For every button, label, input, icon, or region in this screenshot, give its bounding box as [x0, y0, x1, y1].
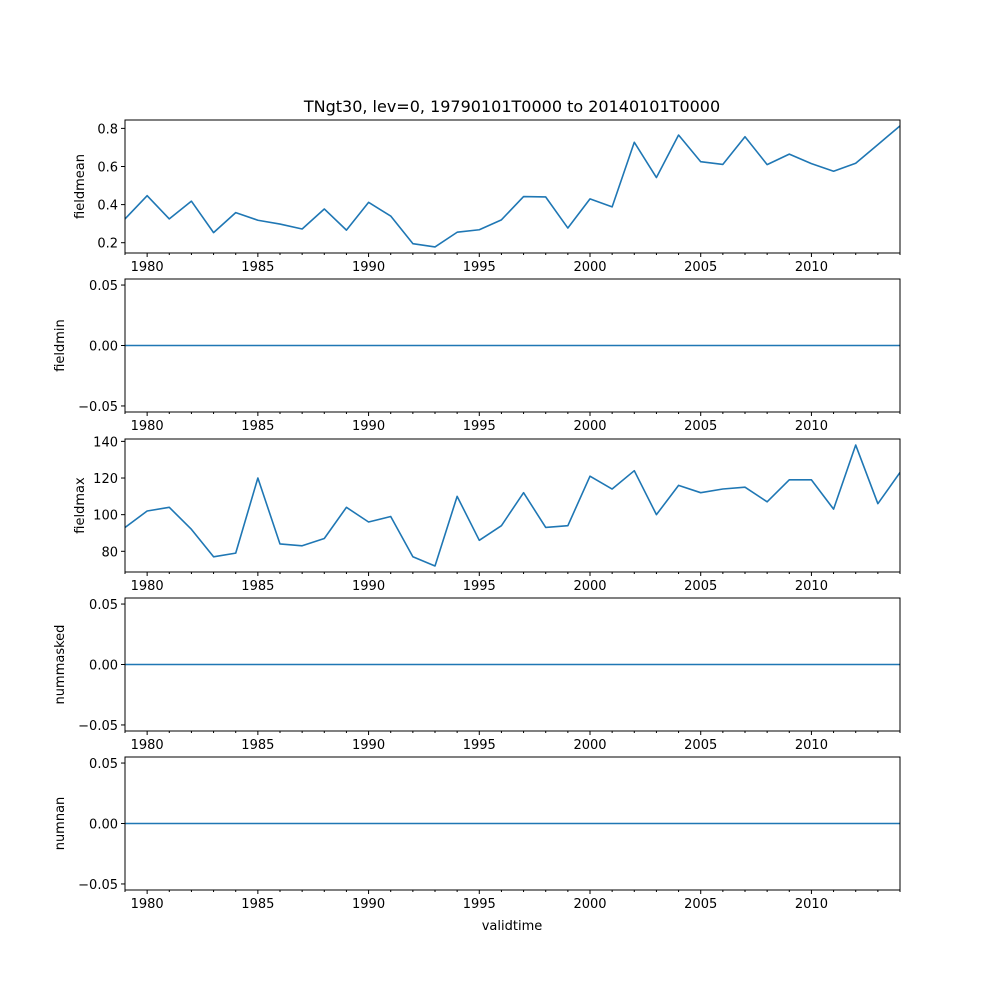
chart-title: TNgt30, lev=0, 19790101T0000 to 20140101…: [303, 97, 720, 116]
y-tick-label: −0.05: [78, 719, 118, 734]
y-tick-label: −0.05: [78, 878, 118, 893]
x-tick-label: 2000: [573, 738, 606, 753]
x-tick-label: 2010: [795, 260, 828, 275]
y-axis-label-numnan: numnan: [53, 797, 68, 851]
x-tick-label: 1980: [131, 738, 164, 753]
x-tick-label: 2000: [573, 419, 606, 434]
x-tick-label: 1995: [463, 579, 496, 594]
plot-frame-nummasked: [124, 597, 901, 732]
y-tick-label: 120: [93, 472, 118, 487]
x-tick-label: 2010: [795, 419, 828, 434]
x-tick-label: 2010: [795, 738, 828, 753]
y-axis-label-nummasked: nummasked: [53, 625, 68, 705]
y-tick-label: 0.05: [89, 279, 118, 294]
x-tick-label: 1990: [352, 897, 385, 912]
x-tick-label: 1990: [352, 579, 385, 594]
x-tick-label: 1990: [352, 738, 385, 753]
x-tick-label: 2005: [684, 897, 717, 912]
y-axis-label-fieldmean: fieldmean: [73, 154, 88, 219]
plot-frame-fieldmean: [124, 119, 901, 254]
plot-frame-fieldmax: [124, 438, 901, 573]
x-tick-label: 1995: [463, 897, 496, 912]
x-tick-label: 1990: [352, 260, 385, 275]
series-line-fieldmax: [125, 444, 900, 567]
x-tick-label: 1985: [241, 897, 274, 912]
x-axis-label: validtime: [482, 919, 543, 934]
x-tick-label: 1995: [463, 419, 496, 434]
y-tick-label: 0.6: [97, 160, 118, 175]
x-tick-label: 2000: [573, 260, 606, 275]
subplot-fieldmean: 1980 1985 1990 1995 2000 2005 2010 0.2 0.4 0.6 0.8…: [73, 119, 901, 275]
y-tick-label: 140: [93, 435, 118, 450]
subplot-fieldmin: 1980 1985 1990 1995 2000 2005 2010 −0.05 0.00 0.0…: [53, 278, 901, 434]
x-tick-label: 1995: [463, 260, 496, 275]
x-tick-label: 1980: [131, 260, 164, 275]
x-tick-label: 2005: [684, 419, 717, 434]
y-tick-label: 0.05: [89, 598, 118, 613]
y-tick-label: 0.4: [97, 199, 118, 214]
x-tick-label: 2010: [795, 897, 828, 912]
subplot-nummasked: 1980 1985 1990 1995 2000 2005 2010 −0.05 0.00 0.0…: [53, 597, 901, 753]
subplot-numnan: 1980 1985 1990 1995 2000 2005 2010 −0.05 0.00 0.0…: [53, 756, 901, 912]
x-tick-label: 1980: [131, 419, 164, 434]
x-tick-label: 2000: [573, 579, 606, 594]
y-tick-label: 0.8: [97, 122, 118, 137]
subplot-fieldmax: 1980 1985 1990 1995 2000 2005 2010 80 100 120 140 f…: [73, 435, 901, 594]
x-tick-label: 1985: [241, 738, 274, 753]
series-line-fieldmean: [125, 125, 900, 248]
plot-frame-numnan: [124, 756, 901, 891]
y-axis-label-fieldmin: fieldmin: [53, 319, 68, 372]
x-tick-label: 2000: [573, 897, 606, 912]
x-tick-label: 1985: [241, 579, 274, 594]
y-tick-label: 100: [93, 509, 118, 524]
y-tick-label: 80: [101, 545, 118, 560]
y-tick-label: 0.05: [89, 757, 118, 772]
x-tick-label: 1995: [463, 738, 496, 753]
x-tick-label: 1980: [131, 579, 164, 594]
x-tick-label: 1990: [352, 419, 385, 434]
y-tick-label: 0.00: [89, 659, 118, 674]
plot-frame-fieldmin: [124, 278, 901, 413]
y-tick-label: 0.00: [89, 340, 118, 355]
y-tick-label: 0.00: [89, 818, 118, 833]
x-tick-label: 2005: [684, 579, 717, 594]
y-axis-label-fieldmax: fieldmax: [73, 477, 88, 534]
subplot-stack: 1980 1985 1990 1995 2000 2005 2010 0.2 0.4 0.6 0.8…: [53, 119, 901, 912]
x-tick-label: 2010: [795, 579, 828, 594]
x-tick-label: 1985: [241, 260, 274, 275]
x-tick-label: 2005: [684, 738, 717, 753]
x-tick-label: 1985: [241, 419, 274, 434]
x-tick-label: 1980: [131, 897, 164, 912]
y-tick-label: 0.2: [97, 237, 118, 252]
x-tick-label: 2005: [684, 260, 717, 275]
y-tick-label: −0.05: [78, 400, 118, 415]
